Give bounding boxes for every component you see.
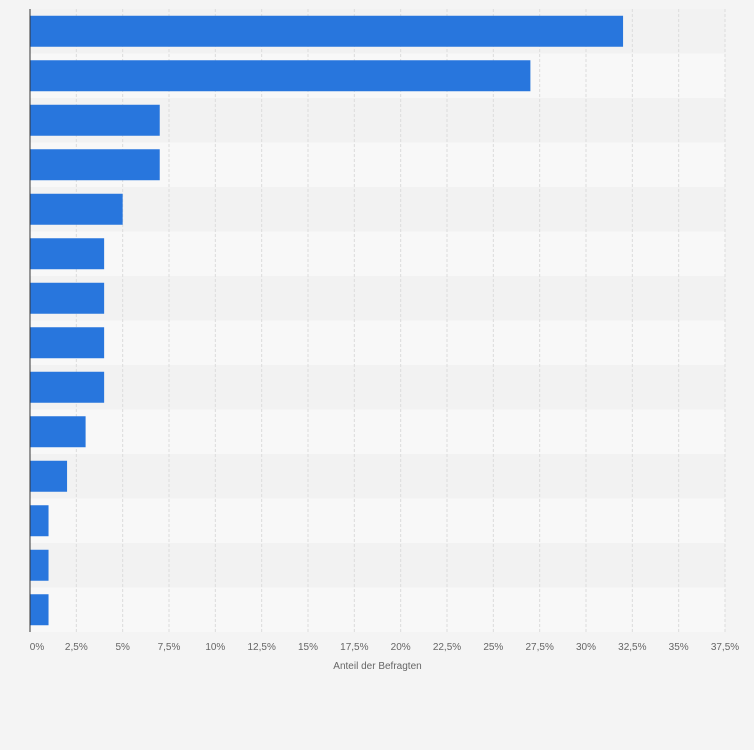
row-band xyxy=(30,543,725,588)
row-band xyxy=(30,276,725,321)
bar xyxy=(30,238,105,270)
x-tick-label: 12,5% xyxy=(247,642,275,653)
x-tick-label: 35% xyxy=(669,642,689,653)
bar xyxy=(30,282,105,314)
x-tick-label: 10% xyxy=(205,642,225,653)
bar xyxy=(30,416,86,448)
x-tick-labels: 0% 2,5% 5% 7,5% 10% 12,5% 15% 17,5% 20% 22,5% 25% 2… xyxy=(30,642,740,653)
row-band xyxy=(30,365,725,410)
row-band xyxy=(30,187,725,232)
bar xyxy=(30,149,160,181)
bar xyxy=(30,594,49,626)
row-band xyxy=(30,587,725,632)
x-tick-label: 30% xyxy=(576,642,596,653)
x-tick-label: 7,5% xyxy=(158,642,181,653)
gridlines xyxy=(75,9,726,632)
row-bands xyxy=(30,9,725,632)
x-axis-title: Anteil der Befragten xyxy=(333,661,421,672)
x-tick-label: 37,5% xyxy=(711,642,739,653)
bar xyxy=(30,371,105,403)
x-tick-label: 2,5% xyxy=(65,642,88,653)
x-tick-label: 20% xyxy=(391,642,411,653)
bar xyxy=(30,104,160,136)
x-tick-label: 27,5% xyxy=(525,642,553,653)
bar xyxy=(30,15,624,47)
x-tick-label: 32,5% xyxy=(618,642,646,653)
row-band xyxy=(30,231,725,276)
bar xyxy=(30,549,49,581)
bar xyxy=(30,505,49,537)
row-band xyxy=(30,409,725,454)
row-band xyxy=(30,498,725,543)
x-tick-label: 22,5% xyxy=(433,642,461,653)
row-band xyxy=(30,320,725,365)
bar xyxy=(30,60,531,92)
x-tick-label: 0% xyxy=(30,642,45,653)
bars xyxy=(30,15,624,626)
x-tick-label: 25% xyxy=(483,642,503,653)
x-tick-label: 5% xyxy=(115,642,130,653)
bar xyxy=(30,460,68,492)
x-tick-label: 17,5% xyxy=(340,642,368,653)
bar xyxy=(30,327,105,359)
x-tick-label: 15% xyxy=(298,642,318,653)
bar xyxy=(30,193,123,225)
row-band xyxy=(30,454,725,499)
